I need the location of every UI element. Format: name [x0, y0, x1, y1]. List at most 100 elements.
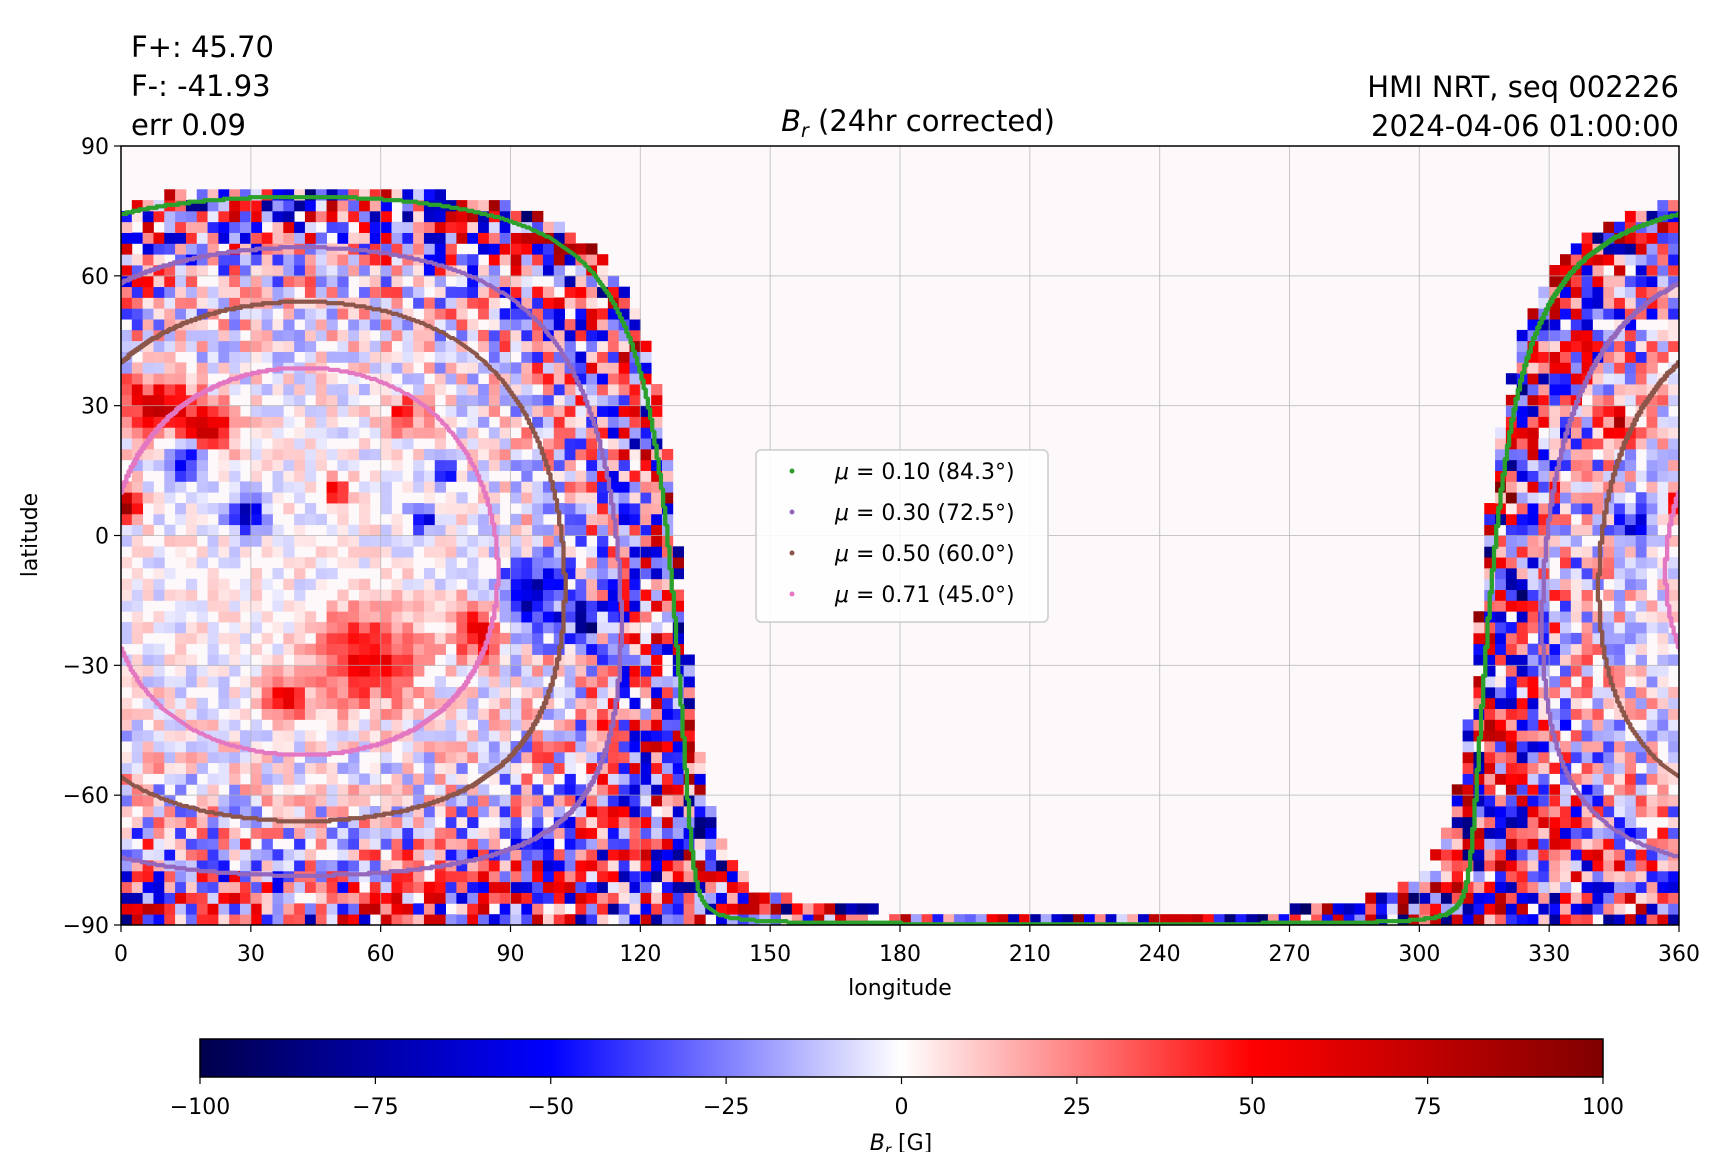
heatmap-cell	[564, 622, 576, 634]
heatmap-cell	[499, 427, 511, 439]
heatmap-cell	[597, 838, 609, 850]
heatmap-cell	[456, 308, 468, 320]
heatmap-cell	[1624, 611, 1637, 623]
heatmap-cell	[510, 578, 522, 590]
heatmap-cell	[1462, 914, 1474, 925]
heatmap-cell	[1581, 492, 1593, 504]
heatmap-cell	[467, 438, 479, 450]
heatmap-cell	[629, 762, 641, 774]
heatmap-cell	[175, 329, 187, 342]
heatmap-cell	[478, 762, 490, 774]
heatmap-cell	[294, 762, 306, 774]
heatmap-cell	[445, 708, 457, 720]
heatmap-cell	[488, 319, 501, 331]
heatmap-cell	[142, 243, 154, 255]
heatmap-cell	[196, 665, 208, 677]
heatmap-cell	[1559, 578, 1572, 590]
heatmap-cell	[1592, 340, 1604, 352]
heatmap-cell	[1559, 838, 1572, 850]
heatmap-cell	[640, 438, 652, 450]
heatmap-cell	[1527, 546, 1539, 558]
heatmap-cell	[1668, 892, 1679, 904]
heatmap-cell	[629, 308, 641, 320]
heatmap-cell	[1516, 427, 1528, 439]
heatmap-cell	[1668, 438, 1679, 450]
heatmap-cell	[1549, 405, 1561, 417]
heatmap-cell	[618, 535, 630, 547]
heatmap-cell	[1527, 459, 1539, 471]
heatmap-cell	[456, 265, 468, 277]
heatmap-cell	[402, 611, 414, 623]
heatmap-cell	[661, 816, 674, 829]
heatmap-cell	[532, 459, 544, 471]
heatmap-cell	[185, 297, 198, 309]
heatmap-cell	[153, 265, 165, 277]
heatmap-cell	[597, 416, 609, 428]
heatmap-cell	[1527, 827, 1539, 839]
heatmap-cell	[445, 373, 457, 385]
heatmap-cell	[153, 622, 165, 634]
heatmap-cell	[1646, 481, 1658, 493]
heatmap-cell	[1484, 643, 1496, 655]
heatmap-cell	[1581, 870, 1593, 883]
heatmap-cell	[1495, 600, 1507, 612]
heatmap-cell	[1527, 503, 1539, 515]
heatmap-cell	[456, 741, 468, 753]
heatmap-cell	[380, 751, 392, 764]
heatmap-cell	[250, 578, 263, 590]
heatmap-cell	[456, 254, 468, 266]
heatmap-cell	[1592, 751, 1604, 764]
heatmap-cell	[304, 741, 317, 753]
heatmap-cell	[597, 329, 609, 342]
heatmap-cell	[1657, 903, 1669, 915]
heatmap-cell	[196, 870, 208, 883]
heatmap-cell	[1538, 351, 1550, 363]
heatmap-cell	[434, 286, 446, 298]
heatmap-cell	[597, 405, 609, 417]
heatmap-cell	[272, 481, 284, 493]
heatmap-cell	[478, 470, 490, 482]
heatmap-cell	[1505, 448, 1518, 461]
heatmap-cell	[304, 708, 317, 720]
heatmap-cell	[391, 870, 403, 883]
heatmap-cell	[207, 773, 219, 785]
heatmap-cell	[175, 838, 187, 850]
heatmap-cell	[207, 200, 219, 212]
heatmap-cell	[553, 741, 565, 753]
heatmap-cell	[1657, 200, 1669, 212]
heatmap-cell	[229, 200, 241, 212]
heatmap-cell	[629, 643, 641, 655]
heatmap-cell	[240, 265, 252, 277]
heatmap-cell	[434, 503, 446, 515]
heatmap-cell	[283, 503, 295, 515]
heatmap-cell	[499, 870, 511, 883]
heatmap-cell	[326, 448, 338, 461]
heatmap-cell	[250, 189, 263, 201]
heatmap-cell	[240, 340, 252, 352]
heatmap-cell	[1495, 849, 1507, 861]
heatmap-cell	[1668, 611, 1679, 623]
heatmap-cell	[348, 892, 360, 904]
heatmap-cell	[261, 654, 273, 666]
heatmap-cell	[467, 373, 479, 385]
heatmap-cell	[705, 805, 717, 818]
heatmap-cell	[1559, 297, 1572, 309]
heatmap-cell	[250, 535, 263, 547]
heatmap-cell	[175, 546, 187, 558]
heatmap-cell	[542, 578, 555, 590]
heatmap-cell	[456, 751, 468, 764]
heatmap-cell	[272, 200, 284, 212]
heatmap-cell	[564, 762, 576, 774]
heatmap-cell	[250, 286, 263, 298]
heatmap-cell	[1570, 492, 1583, 504]
heatmap-cell	[467, 600, 479, 612]
heatmap-cell	[196, 827, 208, 839]
heatmap-cell	[185, 903, 198, 915]
heatmap-cell	[651, 394, 663, 407]
heatmap-cell	[629, 448, 641, 461]
heatmap-cell	[1635, 665, 1647, 677]
heatmap-cell	[737, 870, 749, 883]
heatmap-cell	[1635, 329, 1647, 342]
heatmap-cell	[564, 773, 576, 785]
heatmap-cell	[380, 795, 392, 807]
